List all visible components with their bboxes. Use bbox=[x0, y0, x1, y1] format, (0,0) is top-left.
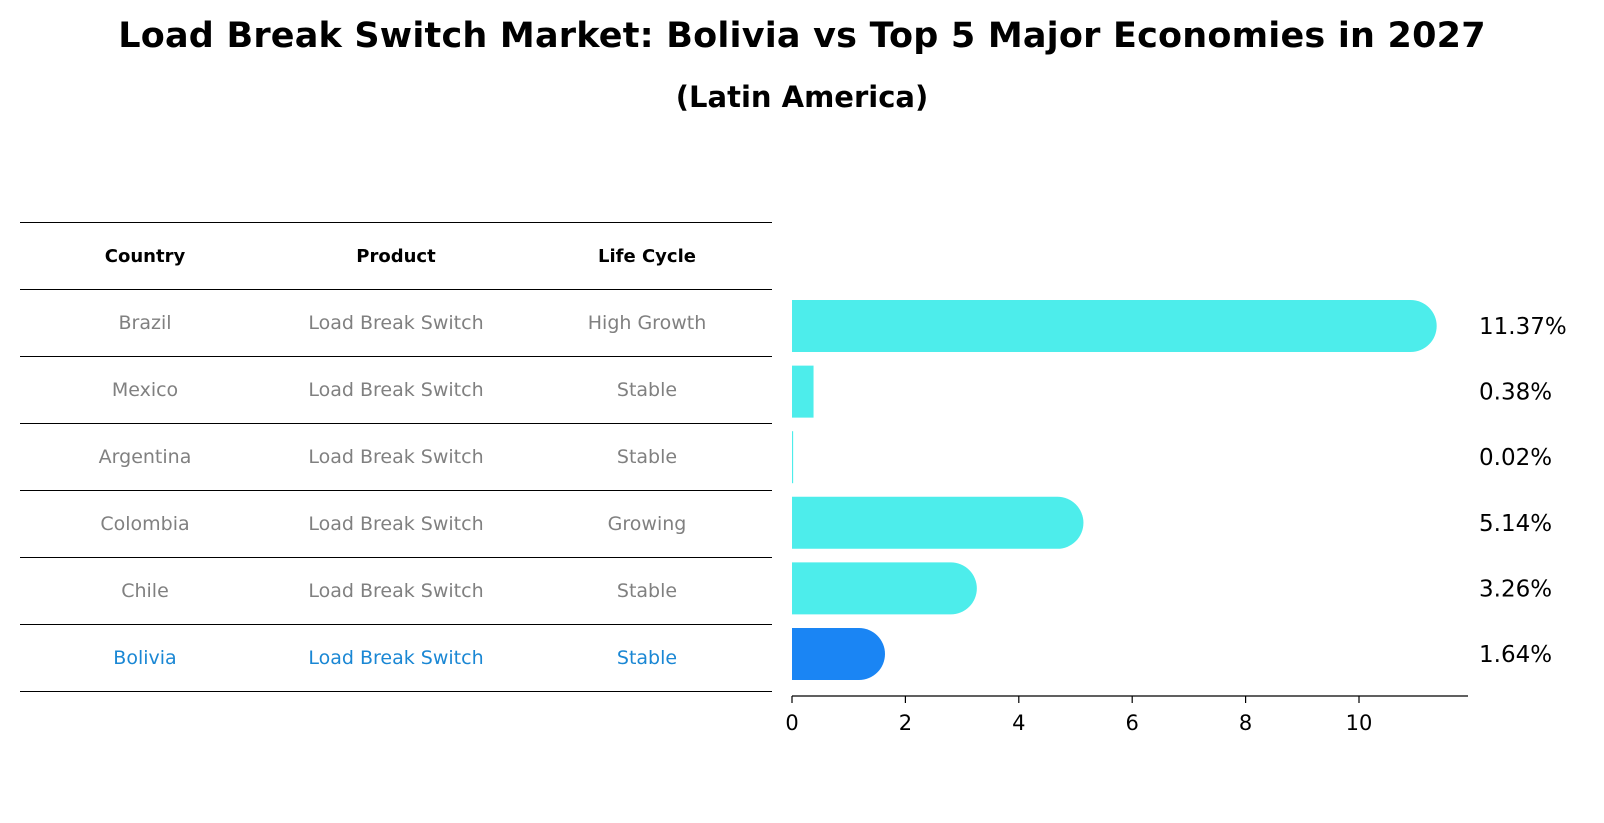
country-cell: Colombia bbox=[20, 490, 270, 558]
table-row: Brazil Load Break Switch High Growth bbox=[20, 289, 772, 357]
table-row: Argentina Load Break Switch Stable bbox=[20, 423, 772, 491]
product-cell: Load Break Switch bbox=[270, 624, 522, 692]
country-cell: Bolivia bbox=[20, 624, 270, 692]
life-cycle-cell: Stable bbox=[522, 356, 772, 424]
market-table: Country Product Life Cycle Brazil Load B… bbox=[20, 222, 772, 692]
life-cycle-cell: Growing bbox=[522, 490, 772, 558]
x-tick-label: 4 bbox=[1012, 711, 1025, 735]
product-cell: Load Break Switch bbox=[270, 289, 522, 357]
value-label-argentina: 0.02% bbox=[1479, 445, 1552, 471]
bar-argentina bbox=[792, 431, 794, 484]
product-cell: Load Break Switch bbox=[270, 557, 522, 625]
product-cell: Load Break Switch bbox=[270, 423, 522, 491]
table-row: Mexico Load Break Switch Stable bbox=[20, 356, 772, 424]
value-label-brazil: 11.37% bbox=[1479, 314, 1567, 340]
value-label-mexico: 0.38% bbox=[1479, 380, 1552, 406]
x-tick-label: 6 bbox=[1126, 711, 1139, 735]
bar-colombia bbox=[792, 496, 1084, 549]
value-label-bolivia: 1.64% bbox=[1479, 642, 1552, 668]
table-header-row: Country Product Life Cycle bbox=[20, 222, 772, 290]
life-cycle-cell: High Growth bbox=[522, 289, 772, 357]
value-label-chile: 3.26% bbox=[1479, 576, 1552, 602]
chart-subtitle: (Latin America) bbox=[675, 80, 929, 114]
country-cell: Brazil bbox=[20, 289, 270, 357]
life-cycle-cell: Stable bbox=[522, 423, 772, 491]
product-cell: Load Break Switch bbox=[270, 356, 522, 424]
table-row-highlighted: Bolivia Load Break Switch Stable bbox=[20, 624, 772, 692]
value-label-colombia: 5.14% bbox=[1479, 511, 1552, 537]
x-tick-label: 2 bbox=[899, 711, 912, 735]
bar-brazil bbox=[792, 300, 1437, 352]
table-row: Chile Load Break Switch Stable bbox=[20, 557, 772, 625]
bar-bolivia bbox=[792, 628, 885, 680]
column-header-country: Country bbox=[20, 222, 270, 290]
x-tick-label: 0 bbox=[785, 711, 798, 735]
x-tick-label: 8 bbox=[1239, 711, 1252, 735]
x-tick-label: 10 bbox=[1346, 711, 1373, 735]
column-header-life-cycle: Life Cycle bbox=[522, 222, 772, 290]
product-cell: Load Break Switch bbox=[270, 490, 522, 558]
column-header-product: Product bbox=[270, 222, 522, 290]
bar-mexico bbox=[792, 365, 814, 418]
bar-chile bbox=[792, 562, 977, 615]
country-cell: Mexico bbox=[20, 356, 270, 424]
country-cell: Argentina bbox=[20, 423, 270, 491]
life-cycle-cell: Stable bbox=[522, 624, 772, 692]
life-cycle-cell: Stable bbox=[522, 557, 772, 625]
country-cell: Chile bbox=[20, 557, 270, 625]
table-row: Colombia Load Break Switch Growing bbox=[20, 490, 772, 558]
chart-title: Load Break Switch Market: Bolivia vs Top… bbox=[118, 16, 1486, 56]
